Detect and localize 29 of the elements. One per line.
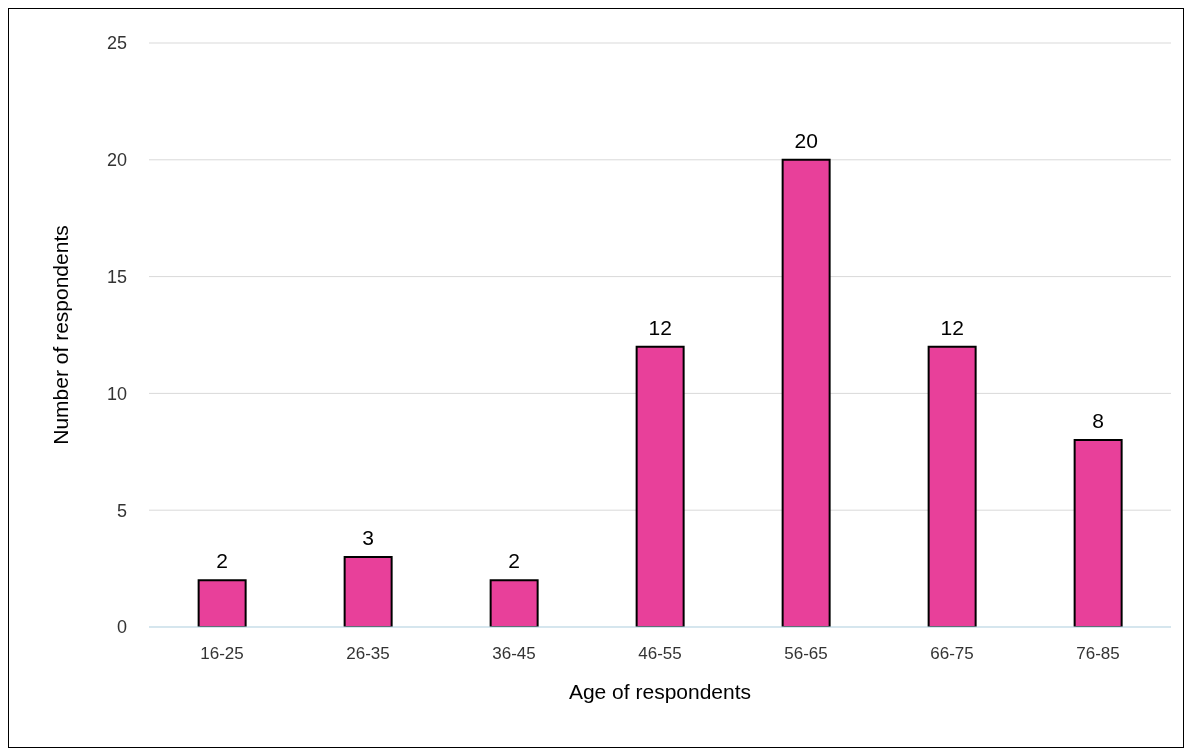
x-tick-label: 26-35 xyxy=(346,644,390,664)
x-axis-title: Age of respondents xyxy=(568,680,752,703)
x-tick-label: 56-65 xyxy=(784,644,828,664)
x-tick-label: 16-25 xyxy=(200,644,244,664)
bar xyxy=(197,579,247,627)
x-tick-label: 36-45 xyxy=(492,644,536,664)
data-label: 2 xyxy=(216,549,228,573)
bar xyxy=(927,345,977,627)
data-label: 12 xyxy=(648,315,672,339)
y-tick-label: 5 xyxy=(116,500,127,521)
data-label: 12 xyxy=(940,315,964,339)
x-tick-label: 76-85 xyxy=(1076,644,1120,664)
y-tick-label: 10 xyxy=(106,383,127,404)
bar xyxy=(489,579,539,627)
data-label: 20 xyxy=(794,128,818,152)
data-label: 8 xyxy=(1092,409,1104,433)
bar xyxy=(1073,439,1123,627)
y-axis-title: Number of respondents xyxy=(49,225,73,445)
x-tick-label: 46-55 xyxy=(638,644,682,664)
bar xyxy=(635,345,685,627)
y-tick-label: 15 xyxy=(106,266,127,287)
y-tick-label: 20 xyxy=(106,150,127,171)
data-label: 3 xyxy=(362,525,374,549)
y-tick-label: 25 xyxy=(106,33,127,54)
bar xyxy=(343,555,393,627)
bar xyxy=(781,158,831,627)
x-tick-label: 66-75 xyxy=(930,644,974,664)
y-tick-label: 0 xyxy=(116,617,127,638)
data-label: 2 xyxy=(508,549,520,573)
